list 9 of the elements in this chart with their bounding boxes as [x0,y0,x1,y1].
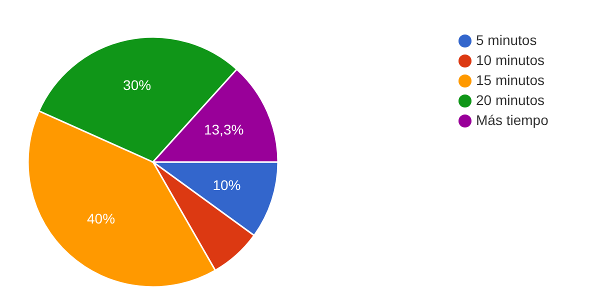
legend-label: 15 minutos [476,72,544,88]
data-label: 10% [212,176,241,193]
data-label: 30% [123,77,152,94]
legend-label: 20 minutos [476,92,544,108]
data-label: 13,3% [204,122,244,138]
legend-label: 5 minutos [476,32,537,48]
legend-label: Más tiempo [476,112,549,128]
legend-label: 10 minutos [476,52,544,68]
data-label: 40% [87,210,116,226]
